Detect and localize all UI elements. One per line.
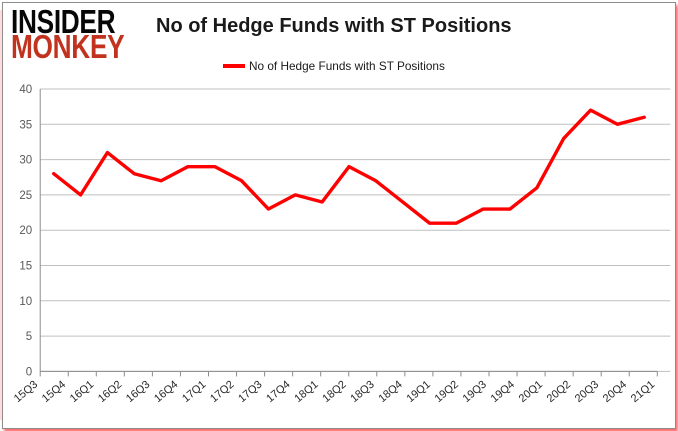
svg-text:20Q1: 20Q1 [517,379,545,405]
svg-text:17Q3: 17Q3 [236,379,264,405]
svg-text:35: 35 [19,119,32,131]
svg-text:40: 40 [19,84,32,96]
svg-text:16Q1: 16Q1 [68,379,96,405]
svg-text:17Q1: 17Q1 [180,379,208,405]
svg-text:17Q2: 17Q2 [208,379,236,405]
svg-text:20Q3: 20Q3 [573,379,601,405]
svg-text:19Q2: 19Q2 [433,379,461,405]
svg-text:16Q2: 16Q2 [96,379,124,405]
svg-text:5: 5 [26,331,32,343]
svg-text:19Q3: 19Q3 [461,379,489,405]
svg-text:17Q4: 17Q4 [264,379,292,405]
svg-text:0: 0 [26,366,32,378]
svg-text:18Q2: 18Q2 [320,379,348,405]
svg-text:15: 15 [19,261,32,273]
svg-text:30: 30 [19,155,32,167]
svg-text:20Q4: 20Q4 [601,379,629,405]
svg-text:15Q4: 15Q4 [40,379,68,405]
svg-text:19Q4: 19Q4 [489,379,517,405]
svg-text:25: 25 [19,190,32,202]
svg-text:16Q3: 16Q3 [124,379,152,405]
svg-text:18Q1: 18Q1 [292,379,320,405]
svg-text:15Q3: 15Q3 [12,379,40,405]
svg-text:21Q1: 21Q1 [629,379,657,405]
svg-text:18Q4: 18Q4 [376,379,404,405]
svg-text:10: 10 [19,296,32,308]
svg-text:20: 20 [19,225,32,237]
svg-text:20Q2: 20Q2 [545,379,573,405]
svg-text:16Q4: 16Q4 [152,379,180,405]
svg-text:19Q1: 19Q1 [404,379,432,405]
svg-text:18Q3: 18Q3 [348,379,376,405]
